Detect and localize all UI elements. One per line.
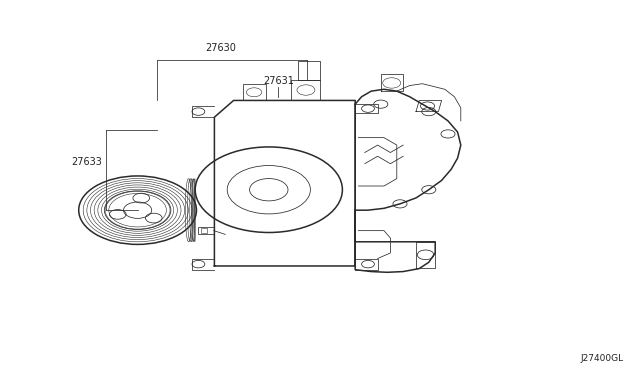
Bar [198,227,214,234]
Text: 27631: 27631 [263,76,294,86]
Text: 27630: 27630 [205,43,236,53]
Text: J27400GL: J27400GL [581,354,624,363]
Bar [201,228,207,233]
Text: 27633: 27633 [72,157,102,167]
